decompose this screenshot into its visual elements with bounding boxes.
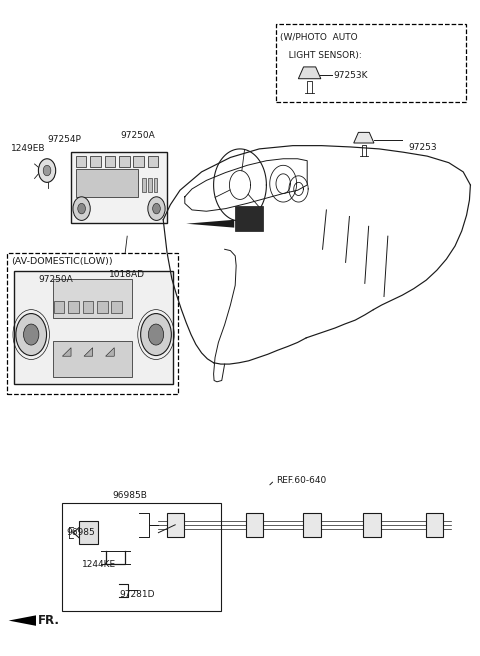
Text: (W/PHOTO  AUTO: (W/PHOTO AUTO — [280, 33, 358, 42]
Circle shape — [78, 203, 85, 214]
Text: 96985B: 96985B — [113, 491, 148, 500]
Polygon shape — [299, 67, 321, 79]
Text: 96985: 96985 — [66, 528, 95, 537]
Bar — [14, 271, 173, 384]
Bar — [148, 178, 152, 192]
Circle shape — [38, 159, 56, 182]
Bar — [148, 156, 158, 167]
Polygon shape — [62, 348, 71, 356]
Polygon shape — [186, 220, 234, 228]
Polygon shape — [84, 348, 93, 356]
Text: 1249EB: 1249EB — [11, 144, 46, 154]
Text: 97254P: 97254P — [47, 134, 81, 144]
Circle shape — [141, 314, 171, 356]
Bar — [83, 301, 93, 313]
Bar — [303, 513, 321, 537]
Bar — [119, 156, 130, 167]
Circle shape — [148, 197, 165, 220]
Bar — [105, 156, 115, 167]
Bar — [167, 513, 184, 537]
Polygon shape — [106, 348, 114, 356]
Bar — [76, 156, 86, 167]
Bar — [68, 301, 79, 313]
Text: (AV-DOMESTIC(LOW)): (AV-DOMESTIC(LOW)) — [12, 257, 113, 266]
Circle shape — [24, 324, 39, 345]
Bar — [79, 521, 98, 544]
Bar — [426, 513, 443, 537]
Circle shape — [148, 324, 164, 345]
Text: 97253: 97253 — [408, 143, 437, 152]
Text: 1018AD: 1018AD — [109, 270, 145, 279]
Bar — [97, 301, 108, 313]
Text: 1244KE: 1244KE — [82, 560, 116, 569]
Bar — [142, 178, 146, 192]
Bar — [76, 169, 138, 197]
Polygon shape — [9, 615, 36, 626]
Bar — [133, 156, 144, 167]
Bar — [111, 301, 122, 313]
Bar — [7, 253, 178, 394]
Bar — [90, 156, 101, 167]
Bar — [246, 513, 263, 537]
Circle shape — [153, 203, 160, 214]
Bar — [54, 301, 64, 313]
Bar — [235, 206, 263, 231]
Circle shape — [73, 197, 90, 220]
Text: 97250A: 97250A — [38, 275, 73, 284]
Circle shape — [16, 314, 47, 356]
Text: 97253K: 97253K — [334, 71, 368, 80]
Text: FR.: FR. — [37, 614, 60, 627]
Text: LIGHT SENSOR):: LIGHT SENSOR): — [280, 51, 361, 60]
Bar — [53, 341, 132, 377]
Bar — [62, 503, 221, 611]
Bar — [53, 279, 132, 318]
Text: REF.60-640: REF.60-640 — [276, 476, 326, 485]
Circle shape — [43, 165, 51, 176]
Text: 97250A: 97250A — [120, 131, 155, 140]
Bar — [71, 152, 167, 223]
Text: 97281D: 97281D — [119, 590, 155, 600]
Bar — [276, 24, 466, 102]
Bar — [363, 513, 381, 537]
Polygon shape — [354, 133, 374, 143]
Bar — [154, 178, 157, 192]
